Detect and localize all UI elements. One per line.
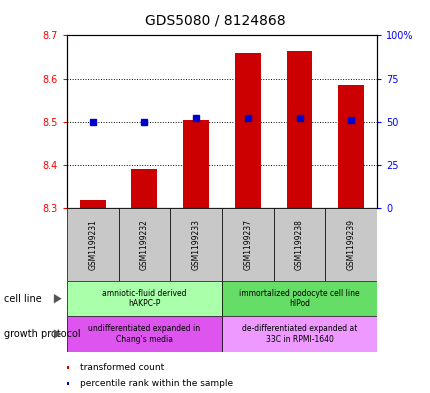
Bar bbox=[118, 208, 170, 281]
Bar bbox=[325, 208, 376, 281]
Bar bbox=[67, 208, 118, 281]
Text: de-differentiated expanded at
33C in RPMI-1640: de-differentiated expanded at 33C in RPM… bbox=[241, 324, 356, 344]
Text: cell line: cell line bbox=[4, 294, 42, 304]
Bar bbox=[183, 119, 209, 208]
Bar bbox=[221, 208, 273, 281]
Bar bbox=[234, 53, 260, 208]
Bar bbox=[67, 316, 221, 352]
Bar bbox=[221, 281, 376, 316]
Text: GSM1199232: GSM1199232 bbox=[140, 219, 148, 270]
Text: amniotic-fluid derived
hAKPC-P: amniotic-fluid derived hAKPC-P bbox=[102, 289, 186, 309]
Text: GSM1199237: GSM1199237 bbox=[243, 219, 252, 270]
Text: transformed count: transformed count bbox=[80, 363, 163, 372]
Bar bbox=[170, 208, 221, 281]
Bar bbox=[67, 281, 221, 316]
Bar bbox=[131, 169, 157, 208]
Bar bbox=[286, 50, 312, 208]
Bar bbox=[221, 316, 376, 352]
Text: percentile rank within the sample: percentile rank within the sample bbox=[80, 379, 232, 387]
Text: undifferentiated expanded in
Chang's media: undifferentiated expanded in Chang's med… bbox=[88, 324, 200, 344]
Bar bbox=[80, 200, 105, 208]
Text: growth protocol: growth protocol bbox=[4, 329, 81, 339]
Text: GSM1199231: GSM1199231 bbox=[88, 219, 97, 270]
Text: GSM1199239: GSM1199239 bbox=[346, 219, 355, 270]
Text: immortalized podocyte cell line
hIPod: immortalized podocyte cell line hIPod bbox=[239, 289, 359, 309]
Text: GSM1199233: GSM1199233 bbox=[191, 219, 200, 270]
Text: GDS5080 / 8124868: GDS5080 / 8124868 bbox=[145, 14, 285, 28]
Bar bbox=[273, 208, 325, 281]
Text: GSM1199238: GSM1199238 bbox=[295, 219, 303, 270]
Bar bbox=[338, 85, 363, 208]
